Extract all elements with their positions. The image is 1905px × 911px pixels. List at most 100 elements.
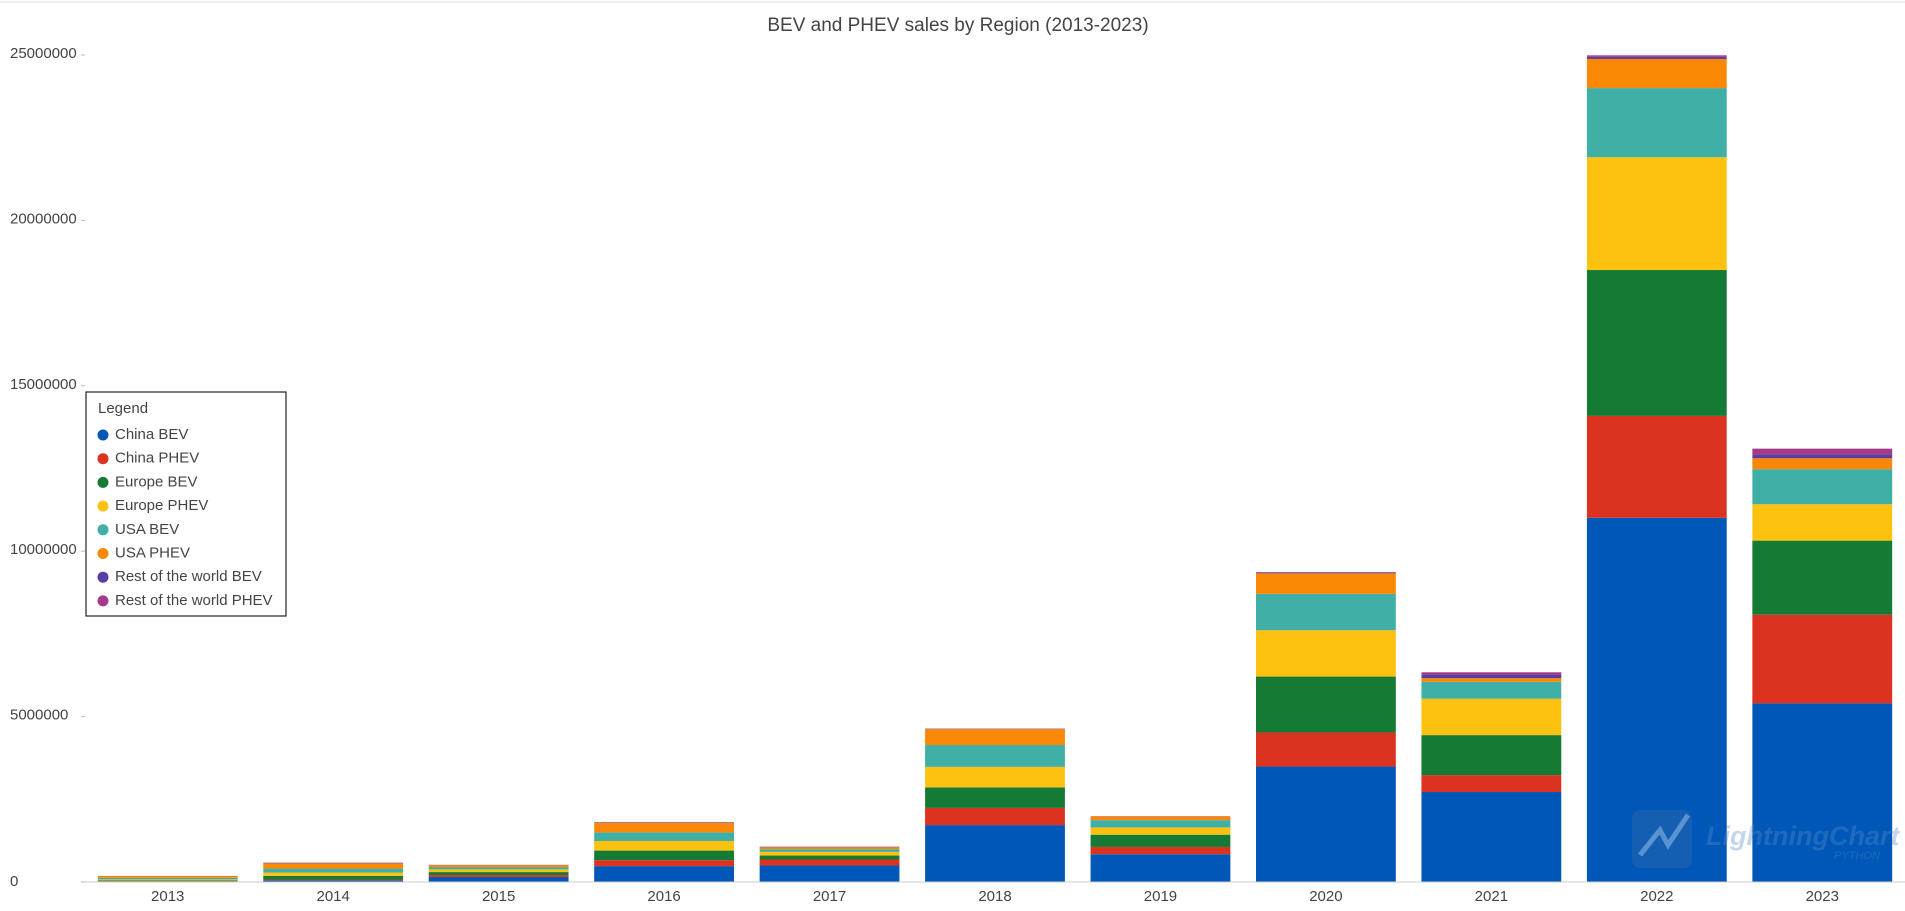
bar-segment [594,832,734,841]
bar-segment [925,766,1065,788]
bar-segment [594,822,734,833]
y-tick-label: 15000000 [10,376,77,393]
bar-segment [1256,676,1396,733]
chart-title: BEV and PHEV sales by Region (2013-2023) [767,15,1148,36]
bar-segment [759,847,900,850]
x-tick-label: 2016 [647,888,680,905]
bar-segment [1752,614,1893,704]
x-tick-label: 2015 [482,888,515,905]
bar-segment [1090,846,1231,855]
bar-segment [925,825,1065,882]
legend-label: Rest of the world BEV [115,568,262,585]
bar-segment [1421,674,1562,679]
x-tick-label: 2019 [1144,888,1177,905]
bar-segment [428,872,569,876]
y-tick-label: 5000000 [10,707,68,724]
legend-box [85,391,287,617]
bar-segment [1090,820,1231,828]
bar-segment [1752,458,1893,470]
bar-segment [1256,572,1396,574]
legend-marker [97,595,109,607]
bar-segment [594,840,734,851]
legend: Legend China BEV China PHEV Europe BEV Euro… [85,391,287,617]
bar-segment [263,875,404,880]
bar-segment [1586,415,1727,518]
bar-segment [1586,55,1727,57]
watermark-logo [1632,810,1692,868]
bar-segment [1586,58,1727,89]
bar-segment [1752,504,1893,541]
legend-marker [97,571,109,583]
bar-segment [428,877,569,882]
bar-segment [1752,540,1893,615]
bar-segment [759,865,900,882]
bar-segment [1586,270,1727,416]
bar-segment [1256,766,1396,882]
bar-segment [1090,816,1231,821]
x-tick-label: 2022 [1640,888,1673,905]
bar-segment [263,863,404,869]
legend-marker [97,524,109,536]
x-tick-label: 2021 [1475,888,1508,905]
bar-segment [97,877,238,880]
x-tick-label: 2018 [978,888,1011,905]
legend-title: Legend [98,400,148,417]
bar-segment [1090,827,1231,835]
x-tick-label: 2023 [1806,888,1839,905]
watermark-logo-line [1638,813,1691,857]
bar-segment [1752,454,1893,459]
bar-segment [263,868,404,873]
bar-segment [925,729,1065,746]
bar-segment [1421,678,1562,682]
legend-marker [97,429,109,441]
bar-segment [1586,157,1727,271]
bar-segment [1752,469,1893,505]
bar-segment [1421,792,1562,882]
legend-label: China PHEV [115,450,199,467]
legend-label: Europe BEV [115,473,198,490]
bar-segment [1586,56,1727,59]
watermark: LightningChart PYTHON [1632,810,1900,868]
legend-marker [97,500,109,512]
bar-segment [1256,732,1396,767]
bar-segment [1421,775,1562,793]
legend-label: Rest of the world PHEV [115,592,273,609]
bar-segment [1752,703,1893,882]
bar-segment [1421,698,1562,736]
bar-segment [1421,735,1562,776]
watermark-sub: PYTHON [1834,850,1880,862]
bar-segment [1256,630,1396,677]
legend-marker [97,548,109,559]
bar-segment [1421,672,1562,675]
bar-segment [263,872,404,876]
y-tick-label: 20000000 [10,210,77,227]
legend-label: China BEV [115,426,188,443]
bar-segment [594,860,734,867]
bar-segment [1256,572,1396,573]
bar-segment [263,880,404,882]
bar-segment [759,855,900,860]
bar-segment [594,850,734,861]
bar-segment [594,866,734,882]
legend-label: USA BEV [115,521,179,538]
bar-segment [759,851,900,856]
x-tick-label: 2013 [151,888,184,905]
bar-segment [263,879,404,881]
legend-marker [97,476,109,488]
bar-segment [1090,854,1231,882]
x-tick-label: 2020 [1309,888,1342,905]
bar-segment [1256,593,1396,631]
bars [97,55,1893,882]
bar-segment [428,875,569,878]
x-tick-label: 2017 [813,888,846,905]
bar-segment [759,859,900,866]
bar-segment [1752,448,1893,455]
bar-segment [925,807,1065,826]
bar-segment [925,787,1065,808]
legend-marker [97,453,109,465]
legend-label: Europe PHEV [115,497,208,514]
y-tick-label: 0 [10,873,18,890]
legend-label: USA PHEV [115,544,190,561]
bar-segment [428,865,569,868]
